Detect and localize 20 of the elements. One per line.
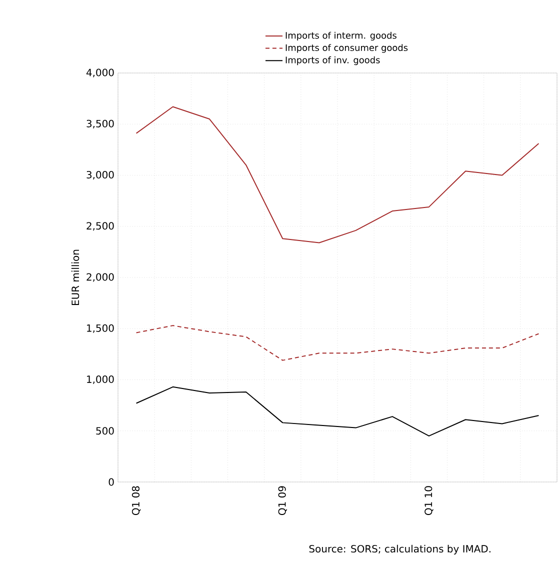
y-tick-label: 3,500 xyxy=(86,120,114,128)
y-tick-label: 0 xyxy=(108,478,114,486)
x-tick-label: Q1 09 xyxy=(278,486,287,515)
y-tick-label: 1,500 xyxy=(87,324,114,333)
y-tick-label: 500 xyxy=(96,427,114,435)
line-series xyxy=(136,325,540,361)
legend-label: Imports of interm. goods xyxy=(286,32,396,41)
x-tick-label: Q1 08 xyxy=(132,486,141,515)
line-series xyxy=(136,386,540,436)
y-tick-label: 2,500 xyxy=(86,222,114,231)
y-tick-label: 3,000 xyxy=(86,170,114,180)
legend-label: Imports of inv. goods xyxy=(286,56,380,66)
line-series xyxy=(136,106,540,244)
x-tick-label: Q1 10 xyxy=(424,486,434,515)
y-tick-label: 2,000 xyxy=(86,273,114,282)
y-tick-label: 4,000 xyxy=(86,68,114,78)
y-tick-label: 1,000 xyxy=(87,375,114,384)
source-note: Source: SORS; calculations by IMAD. xyxy=(309,544,490,554)
legend-label: Imports of consumer goods xyxy=(286,44,408,53)
y-axis-title: EUR million xyxy=(71,250,80,305)
